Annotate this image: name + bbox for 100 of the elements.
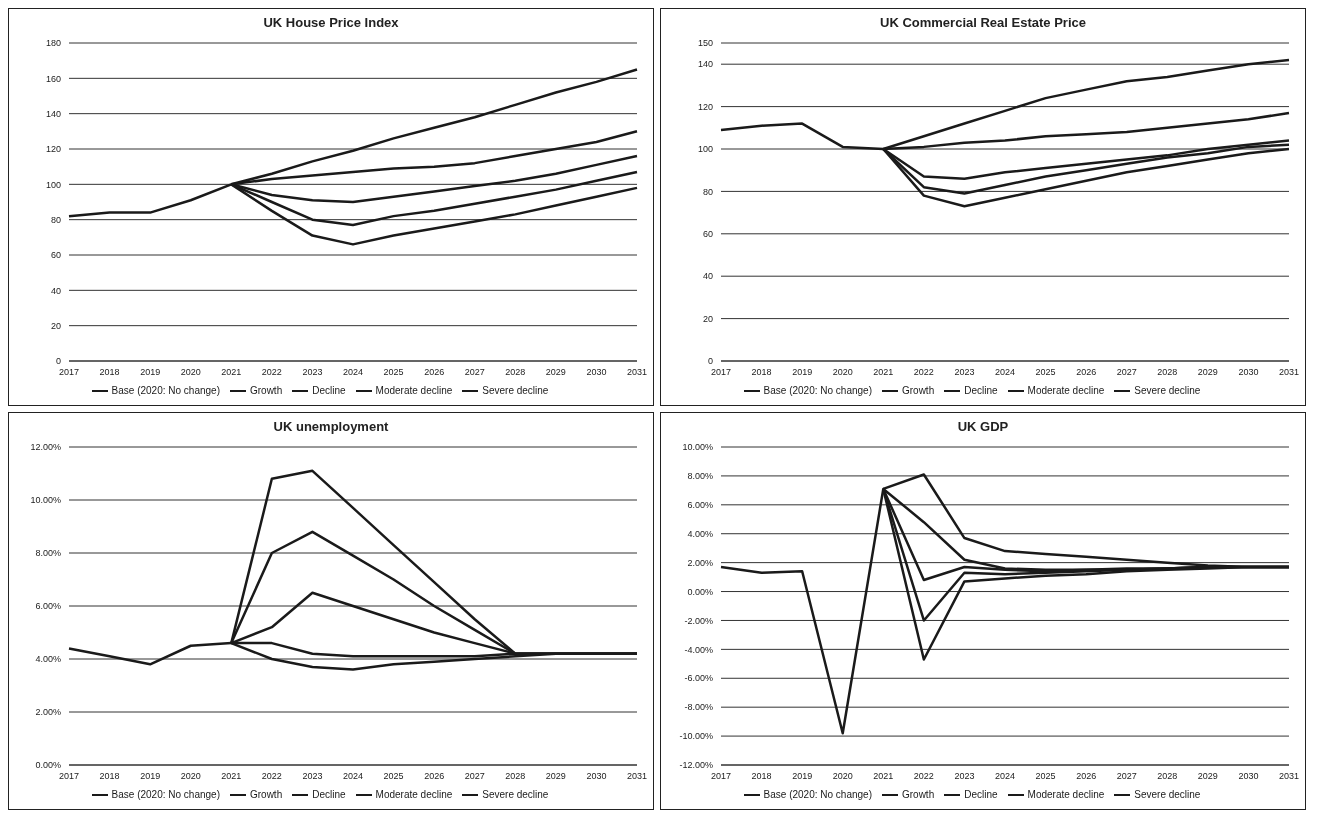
x-tick-label: 2021 bbox=[221, 367, 242, 378]
x-tick-label: 2023 bbox=[302, 367, 323, 378]
y-tick-label: 100 bbox=[45, 179, 61, 190]
x-tick-label: 2030 bbox=[586, 771, 607, 782]
y-tick-label: 2.00% bbox=[35, 707, 61, 718]
x-tick-label: 2026 bbox=[424, 367, 445, 378]
x-tick-label: 2020 bbox=[180, 367, 201, 378]
y-tick-label: 60 bbox=[50, 250, 61, 261]
legend-label: Severe decline bbox=[482, 788, 549, 800]
x-tick-label: 2017 bbox=[58, 367, 80, 378]
x-tick-label: 2031 bbox=[626, 771, 648, 782]
legend-label: Decline bbox=[964, 384, 998, 396]
x-tick-label: 2029 bbox=[545, 367, 566, 378]
x-tick-label: 2020 bbox=[180, 771, 201, 782]
y-tick-label: 0.00% bbox=[687, 586, 713, 597]
x-tick-label: 2020 bbox=[832, 367, 853, 378]
x-tick-label: 2026 bbox=[424, 771, 445, 782]
x-tick-label: 2030 bbox=[1238, 771, 1259, 782]
y-tick-label: -2.00% bbox=[684, 615, 713, 626]
legend-label: Base (2020: No change) bbox=[763, 788, 872, 800]
y-tick-label: 120 bbox=[45, 144, 61, 155]
chart-title: UK GDP bbox=[956, 418, 1010, 436]
y-tick-label: 20 bbox=[702, 313, 713, 324]
legend-label: Base (2020: No change) bbox=[111, 788, 220, 800]
x-tick-label: 2021 bbox=[221, 771, 242, 782]
x-tick-label: 2025 bbox=[1035, 771, 1056, 782]
x-tick-label: 2019 bbox=[792, 771, 813, 782]
y-tick-label: -6.00% bbox=[684, 673, 713, 684]
y-tick-label: 10.00% bbox=[682, 442, 713, 453]
x-tick-label: 2028 bbox=[505, 771, 526, 782]
x-tick-label: 2026 bbox=[1076, 367, 1097, 378]
x-tick-label: 2031 bbox=[1278, 771, 1300, 782]
x-tick-label: 2030 bbox=[586, 367, 607, 378]
x-tick-label: 2023 bbox=[954, 367, 975, 378]
y-tick-label: 8.00% bbox=[687, 471, 713, 482]
x-tick-label: 2026 bbox=[1076, 771, 1097, 782]
chart-title: UK unemployment bbox=[272, 418, 390, 436]
y-tick-label: 4.00% bbox=[687, 528, 713, 539]
y-tick-label: 100 bbox=[697, 144, 713, 155]
y-tick-label: -10.00% bbox=[679, 731, 713, 742]
x-tick-label: 2027 bbox=[1116, 367, 1137, 378]
y-tick-label: 150 bbox=[697, 38, 713, 49]
x-tick-label: 2019 bbox=[792, 367, 813, 378]
y-tick-label: -12.00% bbox=[679, 760, 713, 771]
legend-label: Severe decline bbox=[1134, 788, 1201, 800]
x-tick-label: 2028 bbox=[1157, 367, 1178, 378]
y-tick-label: 0.00% bbox=[35, 760, 61, 771]
y-tick-label: -8.00% bbox=[684, 702, 713, 713]
x-tick-label: 2023 bbox=[302, 771, 323, 782]
y-tick-label: 0 bbox=[707, 356, 713, 367]
x-tick-label: 2020 bbox=[832, 771, 853, 782]
legend-label: Base (2020: No change) bbox=[111, 384, 220, 396]
x-tick-label: 2017 bbox=[710, 771, 732, 782]
legend-label: Growth bbox=[249, 384, 283, 396]
legend-label: Growth bbox=[249, 788, 283, 800]
y-tick-label: 2.00% bbox=[687, 557, 713, 568]
x-tick-label: 2029 bbox=[1197, 771, 1218, 782]
legend-label: Growth bbox=[901, 788, 935, 800]
legend-label: Moderate decline bbox=[1027, 384, 1105, 396]
x-tick-label: 2028 bbox=[505, 367, 526, 378]
x-tick-label: 2028 bbox=[1157, 771, 1178, 782]
x-tick-label: 2022 bbox=[261, 771, 282, 782]
y-tick-label: 120 bbox=[697, 101, 713, 112]
legend-label: Severe decline bbox=[482, 384, 549, 396]
y-tick-label: 4.00% bbox=[35, 654, 61, 665]
legend-label: Decline bbox=[312, 384, 346, 396]
x-tick-label: 2025 bbox=[383, 771, 404, 782]
y-tick-label: 6.00% bbox=[35, 601, 61, 612]
x-tick-label: 2018 bbox=[99, 367, 120, 378]
y-tick-label: 6.00% bbox=[687, 500, 713, 511]
chart-title: UK Commercial Real Estate Price bbox=[879, 14, 1087, 32]
legend-label: Severe decline bbox=[1134, 384, 1201, 396]
x-tick-label: 2022 bbox=[261, 367, 282, 378]
legend-label: Decline bbox=[312, 788, 346, 800]
x-tick-label: 2025 bbox=[1035, 367, 1056, 378]
y-tick-label: 140 bbox=[697, 59, 713, 70]
legend-label: Decline bbox=[964, 788, 998, 800]
x-tick-label: 2030 bbox=[1238, 367, 1259, 378]
x-tick-label: 2019 bbox=[140, 367, 161, 378]
x-tick-label: 2019 bbox=[140, 771, 161, 782]
x-tick-label: 2018 bbox=[751, 771, 772, 782]
y-tick-label: 0 bbox=[55, 356, 61, 367]
y-tick-label: 10.00% bbox=[30, 495, 61, 506]
x-tick-label: 2022 bbox=[913, 771, 934, 782]
y-tick-label: 20 bbox=[50, 320, 61, 331]
x-tick-label: 2031 bbox=[626, 367, 648, 378]
x-tick-label: 2017 bbox=[58, 771, 80, 782]
legend-label: Base (2020: No change) bbox=[763, 384, 872, 396]
x-tick-label: 2027 bbox=[1116, 771, 1137, 782]
legend-label: Moderate decline bbox=[375, 384, 453, 396]
x-tick-label: 2024 bbox=[994, 771, 1016, 782]
y-tick-label: 180 bbox=[45, 38, 61, 49]
y-tick-label: -4.00% bbox=[684, 644, 713, 655]
x-tick-label: 2029 bbox=[545, 771, 566, 782]
y-tick-label: 8.00% bbox=[35, 548, 61, 559]
x-tick-label: 2022 bbox=[913, 367, 934, 378]
y-tick-label: 140 bbox=[45, 108, 61, 119]
x-tick-label: 2024 bbox=[342, 367, 364, 378]
y-tick-label: 40 bbox=[50, 285, 61, 296]
x-tick-label: 2018 bbox=[99, 771, 120, 782]
